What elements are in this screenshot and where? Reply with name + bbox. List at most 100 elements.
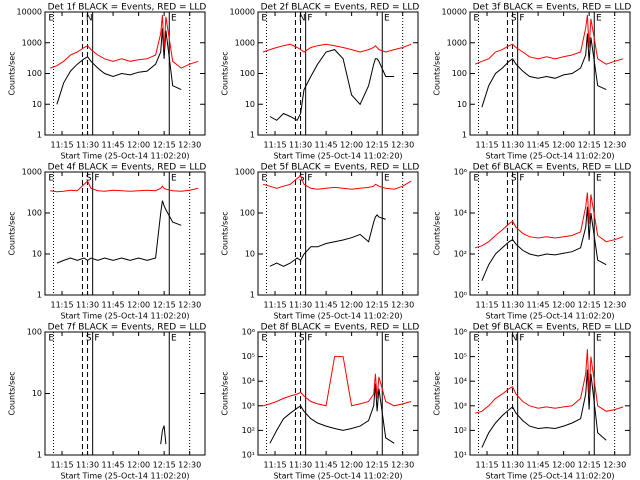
y-tick-label: 100 [27, 209, 42, 218]
series-line [474, 192, 624, 249]
marker-letter: F [307, 334, 312, 344]
x-tick-label: 12:30 [178, 301, 201, 310]
y-tick-label: 100 [452, 69, 467, 78]
chart-title: Det 3f BLACK = Events, RED = LLD [473, 3, 632, 13]
plot-frame [469, 171, 631, 296]
y-tick-label: 10⁶ [454, 168, 467, 177]
marker-letter: S [86, 334, 92, 344]
marker-letter: F [519, 14, 524, 24]
y-tick-label: 10 [32, 389, 42, 398]
series-line [474, 14, 624, 65]
marker-letter: E [384, 14, 390, 24]
x-tick-label: 12:00 [340, 301, 363, 310]
x-tick-label: 12:00 [340, 461, 363, 470]
y-tick-label: 100 [27, 69, 42, 78]
marker-letter: E [596, 14, 602, 24]
marker-letter: N [511, 334, 518, 344]
x-tick-label: 11:30 [289, 461, 312, 470]
series-line [262, 356, 412, 407]
y-tick-label: 10⁶ [242, 328, 255, 337]
x-tick-label: 11:45 [315, 301, 338, 310]
x-tick-label: 12:00 [340, 141, 363, 150]
chart-title: Det 9f BLACK = Events, RED = LLD [473, 323, 632, 333]
y-tick-label: 10³ [242, 401, 255, 410]
y-tick-label: 10¹ [242, 451, 255, 460]
y-tick-label: 10 [32, 250, 42, 259]
marker-letter: E [261, 14, 267, 24]
series-line [49, 14, 199, 69]
y-tick-label: 10 [245, 250, 255, 259]
y-tick-label: 10⁰ [454, 291, 467, 300]
marker-letter: N [86, 14, 93, 24]
marker-letter: E [171, 174, 177, 184]
chart-title: Det 5f BLACK = Events, RED = LLD [261, 163, 420, 173]
x-axis-label: Start Time (25-Oct-14 11:02:20) [485, 472, 614, 480]
x-tick-label: 12:15 [578, 301, 601, 310]
series-line [481, 206, 607, 281]
y-tick-label: 1000 [22, 38, 42, 47]
x-tick-label: 11:30 [501, 461, 524, 470]
marker-letter: E [261, 174, 267, 184]
x-tick-label: 11:30 [289, 141, 312, 150]
plot-frame [257, 331, 419, 456]
chart-title: Det 6f BLACK = Events, RED = LLD [473, 163, 632, 173]
x-tick-label: 12:00 [127, 461, 150, 470]
marker-letter: F [519, 334, 524, 344]
y-axis-label: Counts/sec [433, 371, 442, 415]
chart-title: Det 1f BLACK = Events, RED = LLD [48, 3, 207, 13]
x-axis-label: Start Time (25-Oct-14 11:02:20) [273, 152, 402, 161]
x-axis-label: Start Time (25-Oct-14 11:02:20) [60, 152, 189, 161]
series-line [474, 349, 624, 414]
marker-letter: F [307, 174, 312, 184]
x-tick-label: 12:15 [366, 301, 389, 310]
y-tick-label: 1 [37, 291, 42, 300]
x-tick-label: 12:00 [552, 141, 575, 150]
y-tick-label: 10000 [442, 8, 467, 17]
marker-letter: E [473, 334, 479, 344]
marker-letter: E [384, 334, 390, 344]
marker-letter: E [48, 14, 54, 24]
y-tick-label: 10² [454, 250, 467, 259]
x-tick-label: 12:15 [578, 461, 601, 470]
chart-title: Det 2f BLACK = Events, RED = LLD [261, 3, 420, 13]
y-tick-label: 10 [457, 100, 467, 109]
x-tick-label: 11:15 [263, 301, 286, 310]
y-tick-label: 10⁵ [242, 352, 255, 361]
x-tick-label: 11:15 [50, 461, 73, 470]
x-tick-label: 11:45 [527, 301, 550, 310]
y-tick-label: 1 [250, 291, 255, 300]
y-tick-label: 10000 [17, 8, 42, 17]
marker-letter: E [596, 334, 602, 344]
x-tick-label: 12:15 [366, 141, 389, 150]
y-tick-label: 1000 [22, 168, 42, 177]
series-line [262, 175, 412, 190]
x-axis-label: Start Time (25-Oct-14 11:02:20) [273, 312, 402, 321]
x-axis-label: Start Time (25-Oct-14 11:02:20) [60, 312, 189, 321]
y-tick-label: 10⁴ [242, 377, 255, 386]
marker-letter: F [307, 14, 312, 24]
x-axis-label: Start Time (25-Oct-14 11:02:20) [485, 152, 614, 161]
x-tick-label: 12:15 [578, 141, 601, 150]
y-tick-label: 1000 [235, 38, 255, 47]
x-tick-label: 11:15 [263, 141, 286, 150]
marker-letter: S [511, 14, 517, 24]
series-line [481, 33, 607, 108]
y-axis-label: Counts/sec [8, 371, 17, 415]
series-line [56, 28, 182, 105]
marker-letter: E [596, 174, 602, 184]
x-tick-label: 11:30 [76, 301, 99, 310]
x-tick-label: 12:30 [391, 141, 414, 150]
x-tick-label: 11:30 [501, 141, 524, 150]
x-tick-label: 11:45 [102, 461, 125, 470]
marker-letter: N [299, 14, 306, 24]
x-tick-label: 11:15 [50, 141, 73, 150]
x-tick-label: 11:15 [475, 301, 498, 310]
y-axis-label: Counts/sec [433, 211, 442, 255]
y-axis-label: Counts/sec [8, 51, 17, 95]
x-axis-label: Start Time (25-Oct-14 11:02:20) [273, 472, 402, 480]
marker-letter: F [94, 334, 99, 344]
chart-title: Det 4f BLACK = Events, RED = LLD [48, 163, 207, 173]
x-tick-label: 12:30 [603, 301, 626, 310]
y-tick-label: 10¹ [454, 451, 467, 460]
y-tick-label: 1000 [235, 168, 255, 177]
